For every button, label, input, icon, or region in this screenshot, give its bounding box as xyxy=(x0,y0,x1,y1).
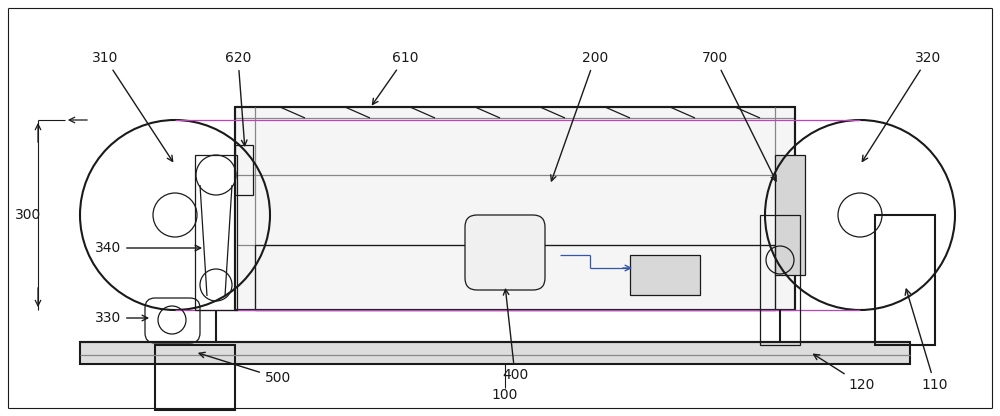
Text: 700: 700 xyxy=(702,51,776,181)
Text: 110: 110 xyxy=(905,289,948,392)
Bar xyxy=(775,155,805,275)
Text: 100: 100 xyxy=(492,388,518,402)
Text: 340: 340 xyxy=(95,241,201,255)
Text: 200: 200 xyxy=(551,51,608,181)
Text: 300: 300 xyxy=(15,208,41,222)
Bar xyxy=(195,155,237,310)
Bar xyxy=(80,342,910,364)
Bar xyxy=(875,215,935,345)
Bar xyxy=(760,215,800,345)
Text: 310: 310 xyxy=(92,51,173,161)
Text: 500: 500 xyxy=(199,352,291,385)
Text: 400: 400 xyxy=(502,289,528,382)
Bar xyxy=(235,145,253,195)
Text: 610: 610 xyxy=(372,51,418,104)
Bar xyxy=(630,255,700,295)
Bar xyxy=(235,107,795,310)
Text: 330: 330 xyxy=(95,311,148,325)
Bar xyxy=(155,345,235,410)
Bar xyxy=(255,245,775,310)
FancyBboxPatch shape xyxy=(465,215,545,290)
Text: 320: 320 xyxy=(862,51,941,161)
Text: 620: 620 xyxy=(225,51,251,146)
Text: 120: 120 xyxy=(814,354,875,392)
